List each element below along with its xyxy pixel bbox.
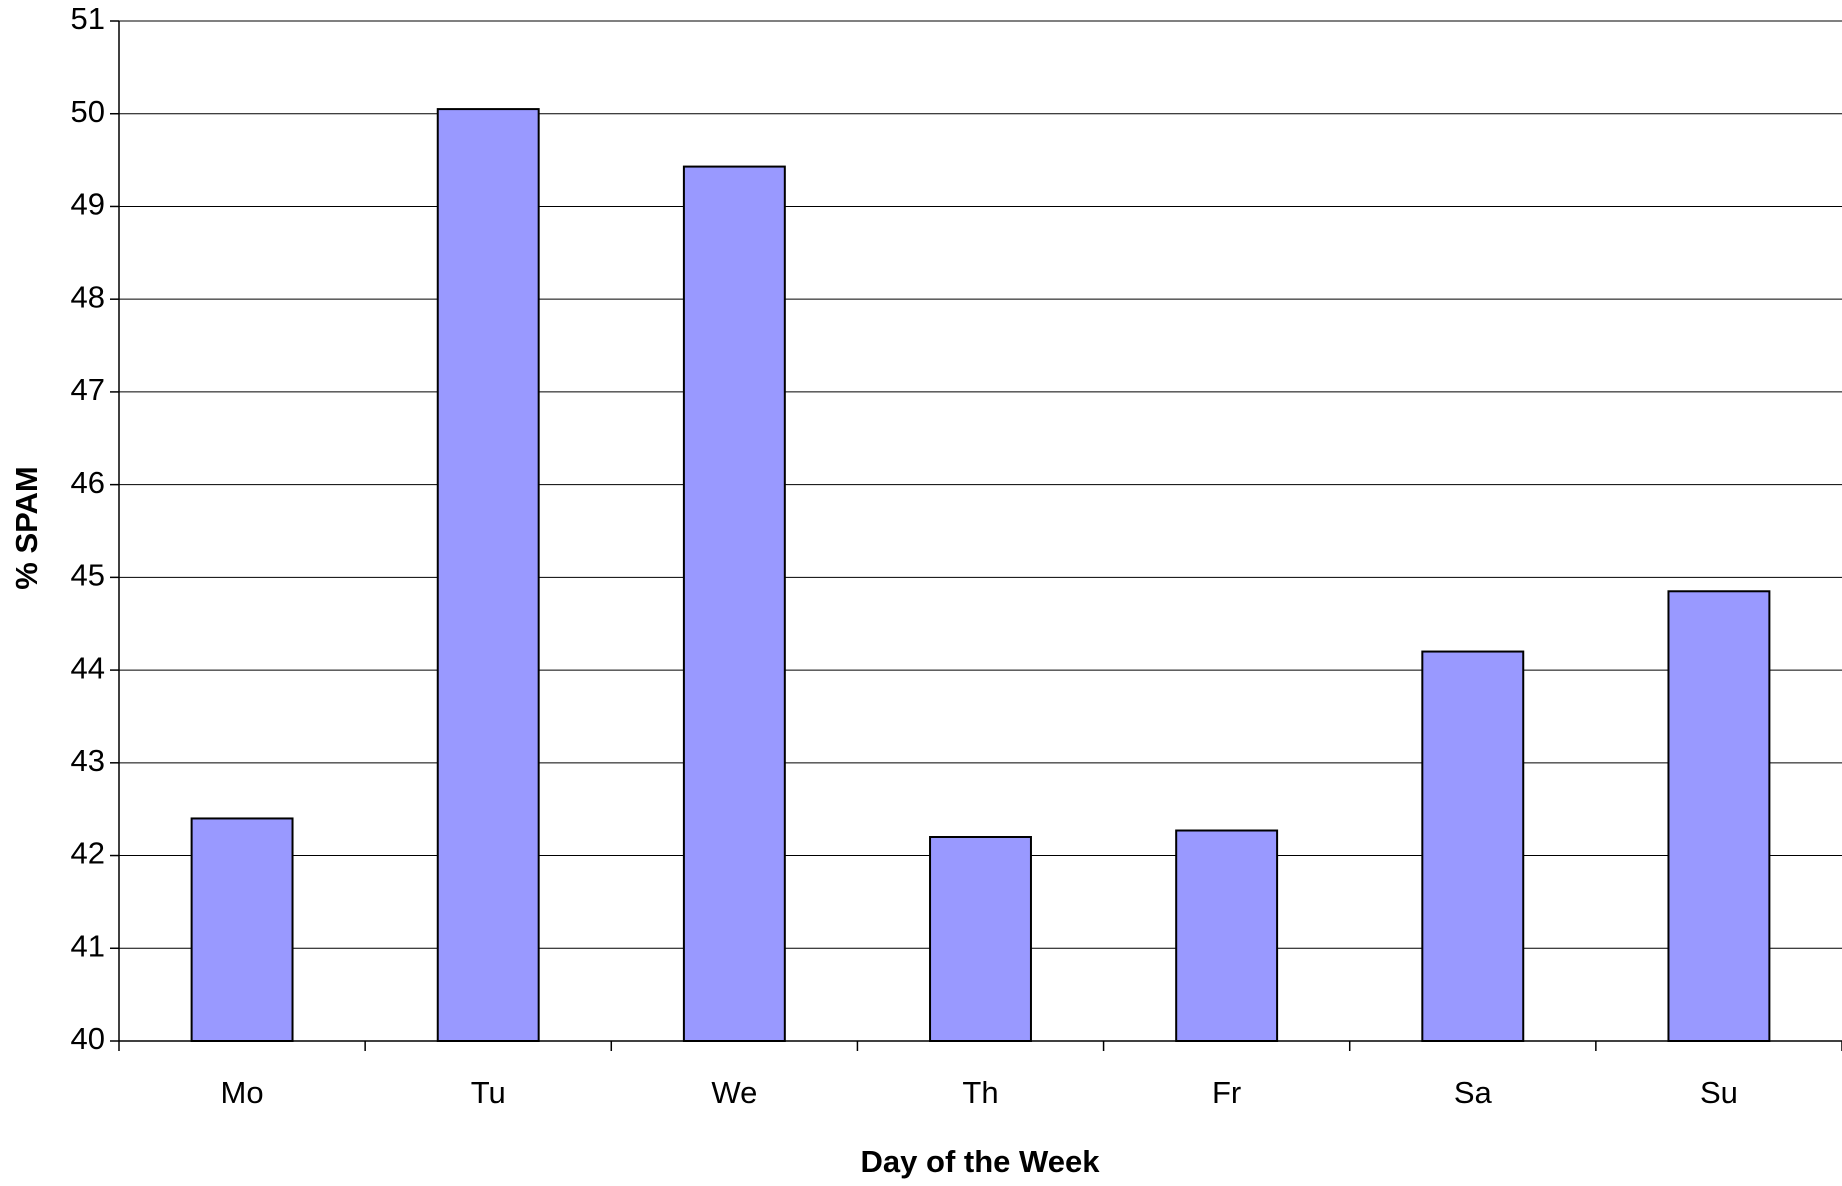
y-tick-label: 45: [71, 558, 105, 593]
bar: [682, 165, 786, 1042]
y-tick-label: 47: [71, 372, 105, 407]
y-tick-label: 46: [71, 465, 105, 500]
y-tick-label: 42: [71, 836, 105, 871]
x-tick-label: Tu: [471, 1075, 506, 1110]
bar: [929, 836, 1032, 1042]
y-tick-label: 40: [71, 1021, 105, 1056]
y-tick-label: 41: [71, 928, 105, 963]
y-tick-label: 50: [71, 94, 105, 129]
y-tick-label: 51: [71, 1, 105, 36]
bar: [1421, 650, 1525, 1043]
y-tick-label: 43: [71, 743, 105, 778]
x-tick-label: Mo: [221, 1075, 264, 1110]
x-tick-label: Fr: [1212, 1075, 1241, 1110]
x-tick-label: Sa: [1454, 1075, 1493, 1110]
bar: [1667, 590, 1771, 1042]
x-tick-label: We: [711, 1075, 757, 1110]
bar: [436, 108, 540, 1043]
y-tick-label: 49: [71, 187, 105, 222]
y-tick-label: 48: [71, 279, 105, 314]
x-axis-title: Day of the Week: [861, 1144, 1101, 1179]
y-tick-label: 44: [71, 650, 105, 685]
bar: [190, 817, 294, 1042]
x-tick-label: Su: [1700, 1075, 1738, 1110]
bar: [1175, 829, 1279, 1042]
y-axis-title: % SPAM: [9, 466, 44, 589]
x-tick-label: Th: [962, 1075, 998, 1110]
